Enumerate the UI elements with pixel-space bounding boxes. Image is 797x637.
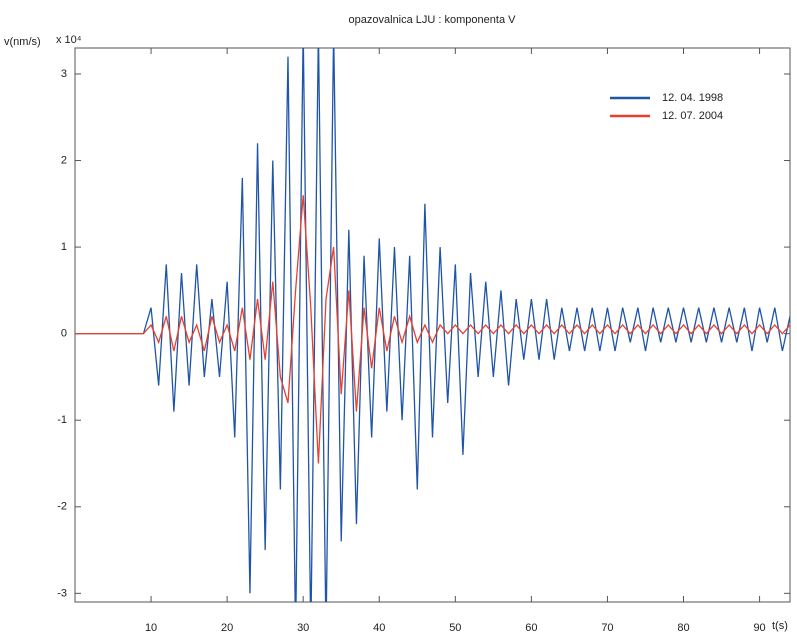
y-tick-label: 0 — [61, 328, 67, 340]
chart-title: opazovalnica LJU : komponenta V — [349, 14, 517, 26]
y-tick-label: 1 — [61, 241, 67, 253]
y-tick-label: -1 — [57, 414, 67, 426]
y-axis-label: v(nm/s) — [4, 36, 41, 48]
x-tick-label: 70 — [601, 622, 613, 634]
x-tick-label: 90 — [753, 622, 765, 634]
x-tick-label: 20 — [221, 622, 233, 634]
y-tick-label: -2 — [57, 501, 67, 513]
y-tick-label: -3 — [57, 587, 67, 599]
x-tick-label: 50 — [449, 622, 461, 634]
x-tick-label: 80 — [677, 622, 689, 634]
legend-label: 12. 07. 2004 — [662, 110, 723, 122]
x-tick-label: 10 — [145, 622, 157, 634]
series-line — [75, 195, 790, 464]
x-tick-label: 30 — [297, 622, 309, 634]
legend-label: 12. 04. 1998 — [662, 92, 723, 104]
x-tick-label: 60 — [525, 622, 537, 634]
y-multiplier: x 10⁴ — [56, 34, 82, 46]
y-tick-label: 3 — [61, 68, 67, 80]
x-axis-label: t(s) — [772, 620, 788, 632]
plot-area — [75, 48, 790, 602]
x-tick-label: 40 — [373, 622, 385, 634]
y-tick-label: 2 — [61, 154, 67, 166]
series-line — [75, 48, 790, 602]
